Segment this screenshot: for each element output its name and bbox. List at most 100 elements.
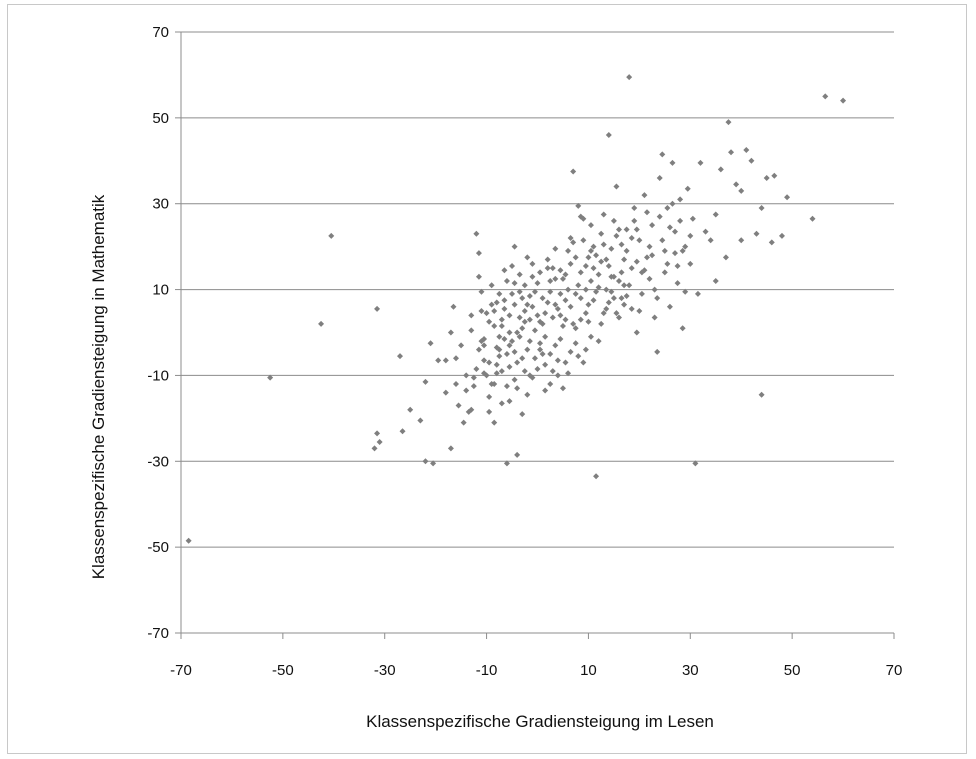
data-point [422, 378, 429, 385]
data-point [672, 250, 679, 257]
data-point [493, 299, 500, 306]
data-point [376, 438, 383, 445]
data-point [682, 243, 689, 250]
data-point [575, 282, 582, 289]
x-axis-title: Klassenspezifische Gradiensteigung im Le… [366, 712, 714, 731]
data-point [572, 254, 579, 261]
data-point [435, 357, 442, 364]
data-point [651, 286, 658, 293]
data-point [493, 370, 500, 377]
data-point [643, 254, 650, 261]
data-point [501, 297, 508, 304]
data-point [646, 275, 653, 282]
x-tick-labels: -70 -50 -30 -10 10 30 50 70 [170, 662, 902, 679]
data-point [636, 308, 643, 315]
x-tick-label: -10 [476, 662, 498, 679]
data-point [687, 232, 694, 239]
data-point [689, 215, 696, 222]
y-tick-label: -70 [147, 625, 169, 642]
data-point [585, 301, 592, 308]
data-point [738, 237, 745, 244]
data-point [580, 237, 587, 244]
data-point [605, 262, 612, 269]
data-point [374, 305, 381, 312]
data-point [470, 383, 477, 390]
data-point [771, 172, 778, 179]
data-point [511, 301, 518, 308]
data-point [580, 359, 587, 366]
data-point [778, 232, 785, 239]
data-point [524, 301, 531, 308]
data-point [605, 132, 612, 139]
data-point [552, 245, 559, 252]
data-point [537, 346, 544, 353]
data-point [509, 338, 516, 345]
data-point [503, 383, 510, 390]
data-point [371, 445, 378, 452]
data-point [587, 277, 594, 284]
data-point [575, 353, 582, 360]
data-point [567, 348, 574, 355]
data-point [526, 293, 533, 300]
data-point [743, 147, 750, 154]
data-point [621, 301, 628, 308]
data-point [717, 166, 724, 173]
data-point [516, 271, 523, 278]
data-point [498, 400, 505, 407]
data-point [702, 228, 709, 235]
data-point [549, 368, 556, 375]
data-point [674, 262, 681, 269]
data-point [534, 365, 541, 372]
data-point [628, 235, 635, 242]
data-point [511, 376, 518, 383]
data-point [748, 157, 755, 164]
data-point [626, 282, 633, 289]
data-point [587, 247, 594, 254]
data-point [593, 473, 600, 480]
data-point [506, 312, 513, 319]
data-point [521, 318, 528, 325]
data-point [582, 346, 589, 353]
data-point [417, 417, 424, 424]
data-point [618, 295, 625, 302]
data-point [590, 243, 597, 250]
data-point [539, 350, 546, 357]
data-point [501, 305, 508, 312]
data-point [587, 333, 594, 340]
data-point [486, 318, 493, 325]
data-point [447, 329, 454, 336]
data-point [613, 183, 620, 190]
data-point [587, 222, 594, 229]
data-point [534, 280, 541, 287]
data-point [570, 320, 577, 327]
data-point [562, 316, 569, 323]
data-point [643, 209, 650, 216]
data-point [575, 202, 582, 209]
data-point [503, 277, 510, 284]
data-point [483, 310, 490, 317]
data-point [516, 333, 523, 340]
data-point [501, 267, 508, 274]
data-point [664, 260, 671, 267]
data-point [519, 355, 526, 362]
data-point [633, 258, 640, 265]
data-point [600, 310, 607, 317]
data-point [631, 205, 638, 212]
data-point [554, 305, 561, 312]
data-point [544, 299, 551, 306]
x-tick-label: -30 [374, 662, 396, 679]
data-point [651, 314, 658, 321]
data-point [491, 419, 498, 426]
data-point [399, 428, 406, 435]
data-point [453, 355, 460, 362]
data-point [687, 260, 694, 267]
data-point [559, 323, 566, 330]
data-point [577, 316, 584, 323]
data-point [656, 213, 663, 220]
data-point [542, 387, 549, 394]
data-point [582, 262, 589, 269]
data-point [539, 295, 546, 302]
data-point [613, 232, 620, 239]
data-point [557, 312, 564, 319]
